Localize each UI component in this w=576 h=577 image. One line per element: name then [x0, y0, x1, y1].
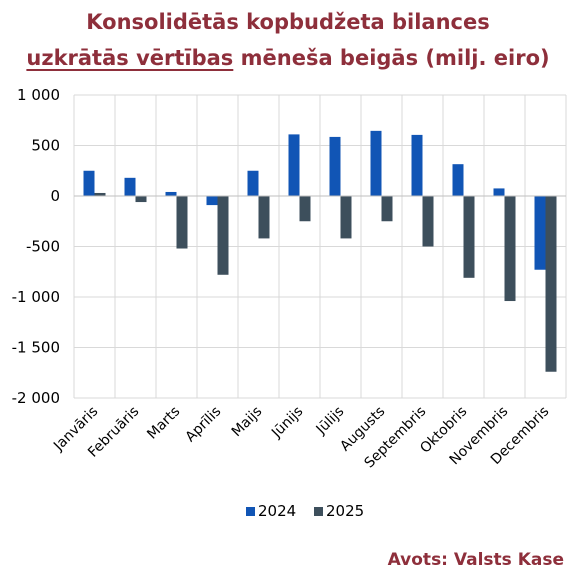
chart-title-underlined: uzkrātās vērtības — [26, 46, 234, 70]
chart-title-line1: Konsolidētās kopbudžeta bilances — [86, 10, 490, 34]
bar-2025-5 — [258, 196, 270, 239]
bar-2025-1 — [94, 192, 106, 196]
x-tick-label: Aprīlis — [182, 404, 224, 446]
bar-2025-6 — [299, 196, 311, 222]
bar-2024-6 — [288, 134, 300, 196]
x-tick-label: Marts — [144, 404, 183, 443]
y-tick-label: 1 000 — [17, 86, 60, 104]
bar-2024-1 — [83, 170, 95, 196]
bar-2024-4 — [206, 196, 218, 206]
x-tick-label: Maijs — [229, 404, 266, 441]
legend-swatch-2025 — [314, 507, 323, 516]
legend-label-2025: 2025 — [326, 502, 364, 520]
y-tick-label: -1 000 — [12, 288, 60, 306]
bar-2024-2 — [124, 177, 136, 196]
legend-swatch-2024 — [246, 507, 255, 516]
y-tick-label: -1 500 — [12, 339, 60, 357]
bar-2024-8 — [370, 130, 382, 196]
y-tick-label: 0 — [50, 187, 60, 205]
legend-label-2024: 2024 — [258, 502, 296, 520]
bar-2025-3 — [176, 196, 188, 249]
bar-2024-7 — [329, 136, 341, 196]
chart-title-rest: mēneša beigās (milj. eiro) — [233, 46, 550, 70]
bar-2025-8 — [381, 196, 393, 222]
bar-2024-10 — [452, 164, 464, 196]
bar-2024-9 — [411, 134, 423, 196]
y-tick-label: -2 000 — [12, 389, 60, 407]
bar-2024-12 — [534, 196, 546, 270]
chart-title-line2: uzkrātās vērtības mēneša beigās (milj. e… — [0, 46, 576, 70]
bar-2025-11 — [504, 196, 516, 302]
bar-2025-2 — [135, 196, 147, 203]
bar-2025-12 — [545, 196, 557, 372]
bar-2025-7 — [340, 196, 352, 239]
bar-2024-3 — [165, 191, 177, 196]
bar-2024-11 — [493, 188, 505, 196]
bar-2025-9 — [422, 196, 434, 247]
source-label: Avots: Valsts Kase — [387, 550, 564, 570]
x-tick-label: Jūnijs — [268, 404, 306, 442]
y-tick-label: -500 — [26, 238, 60, 256]
y-tick-label: 500 — [31, 137, 60, 155]
bar-2025-4 — [217, 196, 229, 275]
bar-2025-10 — [463, 196, 475, 278]
bar-2024-5 — [247, 170, 259, 196]
x-tick-label: Jūlijs — [313, 404, 348, 439]
